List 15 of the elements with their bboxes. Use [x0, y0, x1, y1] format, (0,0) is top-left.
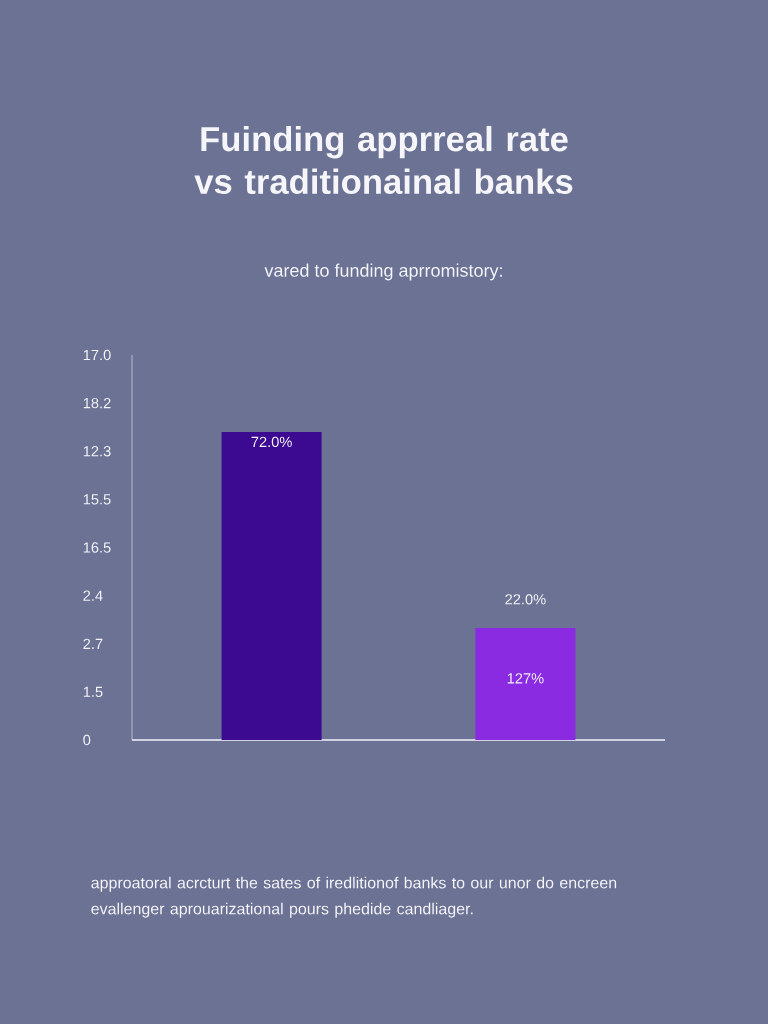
text: 2.4	[83, 590, 103, 601]
chart-title: Fuinding apprreal rate vs traditionainal banks	[194, 125, 573, 195]
annotation: 22.0%	[505, 594, 546, 605]
annotation: 72.0%	[251, 436, 292, 448]
annotation: 127%	[507, 673, 544, 684]
text: 15.5	[83, 494, 111, 505]
text: 1.5	[83, 686, 103, 698]
text: 16.5	[83, 542, 111, 553]
chart-subtitle: vared to funding aprromistory:	[264, 263, 502, 281]
text: approatoral acrcturt the sates of iredlitionof banks to our unor do encreen evallenger aprouarizational pours phedide candliager.	[91, 876, 617, 918]
text: 17.0	[83, 349, 111, 361]
text: 12.3	[83, 446, 111, 457]
text: 0	[83, 734, 91, 746]
text: 2.7	[83, 638, 103, 649]
text: 18.2	[83, 397, 111, 409]
